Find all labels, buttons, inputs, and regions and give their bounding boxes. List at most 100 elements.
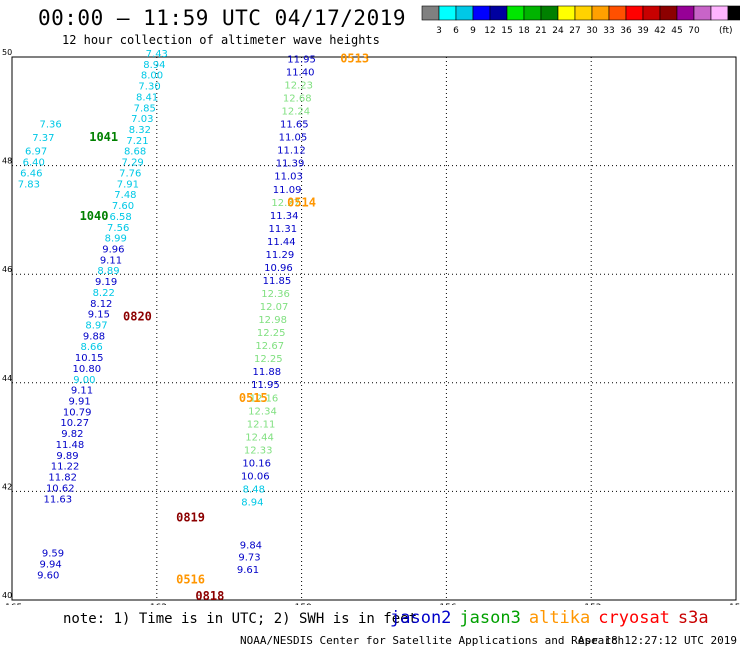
wave-height-point: 8.89 <box>97 266 119 277</box>
page-title: 00:00 – 11:59 UTC 04/17/2019 <box>38 6 407 30</box>
y-tick-label: 50 <box>2 48 12 57</box>
wave-height-point: 9.94 <box>39 559 61 570</box>
legend-item-cryosat: cryosat <box>598 608 670 628</box>
wave-height-point: 12.33 <box>244 445 273 456</box>
wave-height-point: 10.27 <box>60 418 89 429</box>
x-tick-label: -156 <box>436 603 457 605</box>
wave-height-point: 8.12 <box>90 299 112 310</box>
colorbar-tick-label: 27 <box>569 26 580 36</box>
wave-height-point: 12.07 <box>260 302 289 313</box>
wave-height-point: 9.60 <box>37 570 59 581</box>
wave-height-point: 7.29 <box>122 158 144 169</box>
wave-height-point: 8.99 <box>105 234 127 245</box>
wave-height-point: 11.03 <box>274 172 303 183</box>
legend-item-jason2: jason2 <box>390 608 452 628</box>
wave-height-point: 10.06 <box>241 471 270 482</box>
wave-height-point: 8.68 <box>124 147 146 158</box>
wave-height-point: 11.95 <box>287 54 316 65</box>
wave-height-point: 9.91 <box>68 397 90 408</box>
colorbar-tick-label: 24 <box>552 26 564 36</box>
wave-height-point: 11.31 <box>268 224 297 235</box>
colorbar-tick-label: 21 <box>535 26 546 36</box>
legend-item-jason3: jason3 <box>459 608 521 628</box>
wave-height-point: 9.84 <box>240 540 262 551</box>
wave-height-point: 11.63 <box>44 494 73 505</box>
wave-height-point: 6.46 <box>20 168 42 179</box>
wave-height-point: 11.39 <box>276 159 305 170</box>
wave-height-point: 11.48 <box>56 440 85 451</box>
x-tick-label: -162 <box>147 603 167 605</box>
wave-height-map: -165 -162 -159 -156 -153 -150 40 42 44 46 48 50 11.9… <box>2 48 740 605</box>
track-time-label: 0515 <box>239 391 268 405</box>
wave-height-point: 7.48 <box>114 190 136 201</box>
wave-height-point: 12.27 <box>271 198 300 209</box>
colorbar-tick-label: 36 <box>620 26 632 36</box>
y-tick-label: 40 <box>2 591 12 600</box>
wave-height-point: 9.73 <box>238 552 260 563</box>
wave-height-point: 11.12 <box>277 146 306 157</box>
wave-height-point: 11.22 <box>51 462 80 473</box>
wave-height-point: 10.15 <box>75 353 104 364</box>
colorbar-tick-label: 45 <box>671 26 682 36</box>
colorbar-tick-label: 18 <box>518 26 530 36</box>
wave-height-point: 6.58 <box>109 212 131 223</box>
colorbar-tick-label: 12 <box>484 26 495 36</box>
wave-height-point: 11.65 <box>280 120 309 131</box>
page-subtitle: 12 hour collection of altimeter wave hei… <box>62 33 380 47</box>
x-tick-label: -153 <box>581 603 601 605</box>
wave-height-point: 8.48 <box>243 484 265 495</box>
wave-height-point: 7.56 <box>107 223 129 234</box>
wave-height-point: 11.44 <box>267 237 296 248</box>
wave-height-point: 12.68 <box>283 94 312 105</box>
wave-height-point: 12.23 <box>284 80 313 91</box>
wave-height-point: 12.34 <box>248 406 277 417</box>
colorbar-tick-label: 9 <box>470 26 476 36</box>
wave-height-point: 9.00 <box>73 375 95 386</box>
wave-height-point: 10.62 <box>46 483 75 494</box>
wave-height-point: 8.94 <box>143 60 165 71</box>
wave-height-point: 11.85 <box>263 276 292 287</box>
wave-height-point: 12.11 <box>247 419 276 430</box>
wave-height-point: 11.34 <box>270 211 299 222</box>
wave-height-point: 11.29 <box>266 250 295 261</box>
wave-height-point: 11.05 <box>279 133 308 144</box>
wave-height-point: 11.82 <box>48 473 77 484</box>
wave-height-point: 7.43 <box>146 49 168 60</box>
wave-height-point: 10.16 <box>242 458 271 469</box>
track-time-label: 0819 <box>176 510 205 524</box>
wave-height-point: 7.30 <box>138 82 160 93</box>
wave-height-point: 9.11 <box>71 386 93 397</box>
colorbar-unit: (ft) <box>719 26 733 36</box>
track-time-label: 0513 <box>340 51 369 65</box>
wave-height-point: 9.61 <box>237 565 259 576</box>
wave-height-point: 7.37 <box>32 133 54 144</box>
track-time-label: 1040 <box>80 209 109 223</box>
wave-height-point: 10.80 <box>72 364 101 375</box>
colorbar-tick-label: 70 <box>688 26 700 36</box>
colorbar-tick-label: 30 <box>586 26 598 36</box>
wave-height-point: 9.88 <box>83 331 105 342</box>
wave-height-point: 8.97 <box>85 321 107 332</box>
footer-credit: NOAA/NESDIS Center for Satellite Applica… <box>240 634 625 647</box>
wave-height-point: 7.85 <box>134 103 156 114</box>
y-tick-label: 46 <box>2 265 12 274</box>
wave-height-point: 12.24 <box>281 107 310 118</box>
satellite-legend: jason2 jason3 altika cryosat s3a <box>390 608 717 628</box>
x-tick-label: -150 <box>726 603 740 605</box>
wave-height-point: 6.97 <box>25 147 47 158</box>
wave-height-point: 9.59 <box>42 549 64 560</box>
wave-height-point: 12.98 <box>258 315 287 326</box>
wave-height-point: 8.22 <box>93 288 115 299</box>
footer-timestamp: Apr 18 12:27:12 UTC 2019 <box>578 634 737 647</box>
wave-height-point: 11.95 <box>251 380 280 391</box>
wave-height-point: 7.03 <box>131 114 153 125</box>
y-tick-label: 48 <box>2 157 12 166</box>
colorbar-tick-label: 33 <box>603 26 614 36</box>
wave-height-point: 8.00 <box>141 71 163 82</box>
wave-height-point: 12.67 <box>255 341 284 352</box>
wave-height-point: 10.79 <box>63 407 92 418</box>
track-time-label: 1041 <box>89 130 118 144</box>
y-tick-label: 44 <box>2 374 12 383</box>
wave-height-point: 11.88 <box>253 367 282 378</box>
track-time-label: 0516 <box>176 573 205 587</box>
